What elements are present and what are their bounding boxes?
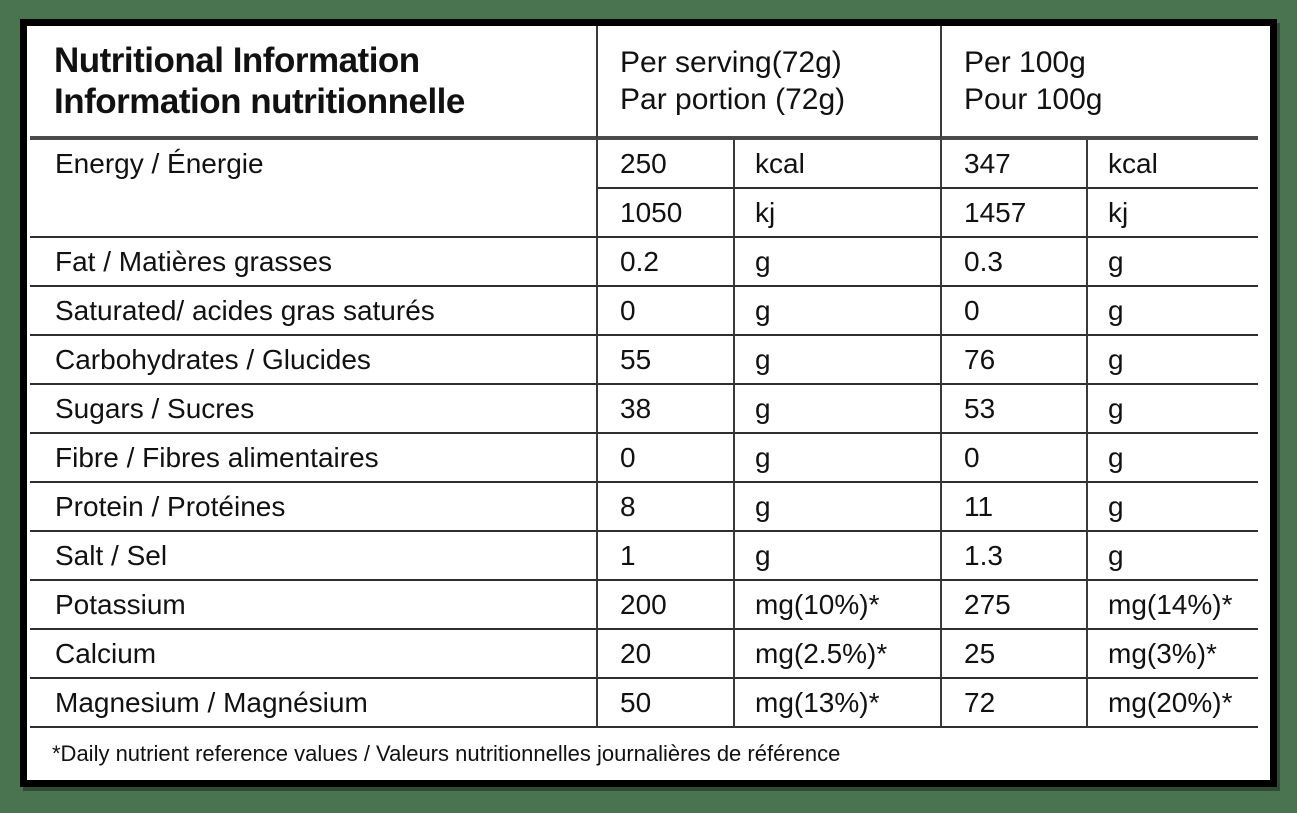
- col-header-per-serving-en: Per serving(72g): [620, 46, 842, 79]
- per100-value: 25: [942, 630, 1088, 679]
- col-header-per-serving: Per serving(72g) Par portion (72g): [598, 26, 942, 140]
- serving-unit: mg(10%)*: [735, 581, 942, 630]
- per100-unit: mg(14%)*: [1088, 581, 1258, 630]
- serving-unit: kcal: [735, 140, 942, 189]
- serving-unit: g: [735, 336, 942, 385]
- serving-value: 8: [598, 483, 735, 532]
- serving-value: 50: [598, 679, 735, 728]
- serving-unit: mg(2.5%)*: [735, 630, 942, 679]
- row-label-fat: Fat / Matières grasses: [30, 238, 598, 287]
- row-label-fibre: Fibre / Fibres alimentaires: [30, 434, 598, 483]
- row-label-calcium: Calcium: [30, 630, 598, 679]
- col-header-per-serving-fr: Par portion (72g): [620, 83, 846, 116]
- serving-value: 1050: [598, 189, 735, 238]
- serving-unit: g: [735, 434, 942, 483]
- row-label-carbohydrates: Carbohydrates / Glucides: [30, 336, 598, 385]
- per100-unit: g: [1088, 483, 1258, 532]
- serving-value: 1: [598, 532, 735, 581]
- per100-unit: g: [1088, 287, 1258, 336]
- per100-value: 1.3: [942, 532, 1088, 581]
- row-label-energy: Energy / Énergie: [30, 140, 598, 238]
- per100-value: 53: [942, 385, 1088, 434]
- serving-value: 38: [598, 385, 735, 434]
- serving-unit: g: [735, 483, 942, 532]
- per100-value: 347: [942, 140, 1088, 189]
- serving-value: 0: [598, 434, 735, 483]
- serving-value: 0.2: [598, 238, 735, 287]
- per100-value: 11: [942, 483, 1088, 532]
- table-title: Nutritional Information Information nutr…: [30, 26, 598, 140]
- col-header-per-100g-en: Per 100g: [964, 46, 1086, 79]
- row-label-salt: Salt / Sel: [30, 532, 598, 581]
- serving-unit: g: [735, 287, 942, 336]
- per100-value: 0.3: [942, 238, 1088, 287]
- per100-unit: g: [1088, 238, 1258, 287]
- col-header-per-100g: Per 100g Pour 100g: [942, 26, 1258, 140]
- row-label-sugars: Sugars / Sucres: [30, 385, 598, 434]
- per100-unit: g: [1088, 336, 1258, 385]
- nutrition-table: Nutritional Information Information nutr…: [30, 26, 1258, 780]
- per100-unit: g: [1088, 434, 1258, 483]
- serving-value: 55: [598, 336, 735, 385]
- serving-value: 200: [598, 581, 735, 630]
- serving-unit: g: [735, 532, 942, 581]
- per100-value: 72: [942, 679, 1088, 728]
- footnote: *Daily nutrient reference values / Valeu…: [52, 741, 841, 766]
- per100-value: 0: [942, 434, 1088, 483]
- serving-value: 0: [598, 287, 735, 336]
- per100-value: 1457: [942, 189, 1088, 238]
- serving-unit: g: [735, 238, 942, 287]
- per100-unit: mg(3%)*: [1088, 630, 1258, 679]
- row-label-magnesium: Magnesium / Magnésium: [30, 679, 598, 728]
- per100-value: 0: [942, 287, 1088, 336]
- serving-unit: mg(13%)*: [735, 679, 942, 728]
- table-title-en: Nutritional Information: [54, 41, 420, 80]
- serving-value: 20: [598, 630, 735, 679]
- per100-unit: kcal: [1088, 140, 1258, 189]
- per100-unit: mg(20%)*: [1088, 679, 1258, 728]
- per100-unit: g: [1088, 532, 1258, 581]
- row-label-potassium: Potassium: [30, 581, 598, 630]
- serving-value: 250: [598, 140, 735, 189]
- serving-unit: kj: [735, 189, 942, 238]
- serving-unit: g: [735, 385, 942, 434]
- per100-value: 275: [942, 581, 1088, 630]
- table-title-fr: Information nutritionnelle: [54, 82, 465, 121]
- per100-unit: kj: [1088, 189, 1258, 238]
- per100-unit: g: [1088, 385, 1258, 434]
- row-label-saturated: Saturated/ acides gras saturés: [30, 287, 598, 336]
- nutrition-label-card: Nutritional Information Information nutr…: [20, 19, 1277, 787]
- row-label-protein: Protein / Protéines: [30, 483, 598, 532]
- per100-value: 76: [942, 336, 1088, 385]
- col-header-per-100g-fr: Pour 100g: [964, 83, 1103, 116]
